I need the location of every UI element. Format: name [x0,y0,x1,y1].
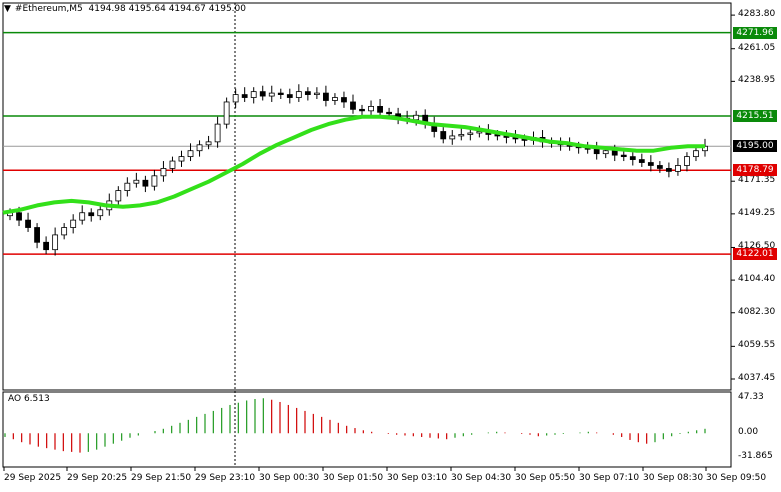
dropdown-triangle-icon[interactable]: ▼ [4,4,11,14]
candle-body [142,179,149,187]
price-tick-label: 4126.50 [738,241,776,252]
price-tick-label: 4261.05 [738,42,776,53]
time-tick-label: 30 Sep 01:50 [323,473,384,483]
chart-header: ▼ #Ethereum,M5 4194.98 4195.64 4194.67 41… [4,4,246,14]
time-tick-label: 30 Sep 03:10 [387,473,448,483]
candle-body [440,131,447,140]
candle-body [250,91,257,98]
time-tick-label: 30 Sep 07:10 [579,473,640,483]
candle-body [332,97,338,101]
candle-body [61,227,68,236]
level-label-4: 4122.01 [733,248,777,261]
current-price-label: 4195.00 [733,140,777,153]
candle-body [70,219,77,228]
candle-body [359,108,365,112]
indicator-pane-border [2,391,732,468]
indicator-tick-label: 0.00 [738,427,759,438]
indicator-tick-label: -31.865 [738,451,773,461]
time-tick-label: 29 Sep 21:50 [131,473,192,483]
price-tick-label: 4238.95 [738,75,776,86]
candle-body [16,212,22,221]
price-tick-label: 4104.40 [738,274,776,285]
candle-body [313,92,320,95]
candle-body [187,150,194,158]
candle-body [277,92,284,95]
time-tick-label: 30 Sep 04:30 [451,473,512,483]
candle-body [169,160,176,169]
candle-body [160,168,167,177]
candle-body [286,94,293,98]
time-tick-label: 30 Sep 00:30 [259,473,320,483]
level-label-3: 4178.79 [733,164,777,177]
candle-body [196,144,203,152]
time-tick-label: 29 Sep 23:10 [195,473,256,483]
candle-body [350,101,356,110]
candle-body [241,94,248,98]
candle-body [323,92,329,101]
price-tick-label: 4283.80 [738,9,776,20]
candle-body [629,156,636,160]
level-label-2: 4215.51 [733,109,777,122]
candle-body [43,241,50,251]
candle-body [124,182,131,191]
candle-body [611,150,618,156]
candle-body [133,179,140,184]
candle-body [693,150,699,158]
candle-body [205,141,212,146]
price-tick-label: 4059.55 [738,340,776,351]
candle-body [684,156,690,166]
candle-body [638,159,645,163]
symbol-label: #Ethereum,M5 [14,4,83,14]
candle-body [647,162,654,166]
candle-body [34,227,40,243]
candle-body [602,150,609,155]
candle-body [665,168,672,172]
candle-body [223,101,230,125]
candle-body [259,91,266,97]
candle-body [413,114,420,121]
candle-body [151,175,158,187]
candle-body [178,156,185,162]
candle-body [368,105,374,112]
candle-body [304,91,311,95]
candle-body [656,165,663,169]
indicator-tick-label: 47.33 [738,392,764,402]
candle-body [214,123,221,143]
indicator-label: AO 6.513 [8,394,50,404]
candle-body [458,134,465,137]
candle-body [620,154,627,158]
candle-body [377,105,383,113]
candle-body [79,212,86,221]
time-tick-label: 30 Sep 09:50 [706,473,767,483]
candle-body [593,148,600,155]
candle-body [341,97,347,103]
level-label-1: 4271.96 [733,26,777,39]
price-tick-label: 4082.30 [738,306,776,317]
price-tick-label: 4171.35 [738,175,776,186]
candle-body [295,91,302,98]
ohlc-values: 4194.98 4195.64 4194.67 4195.00 [88,4,246,14]
moving-average-line [2,114,705,215]
time-tick-label: 29 Sep 2025 [4,473,62,483]
main-pane-border [2,2,732,391]
candle-body [268,92,275,97]
candle-body [232,94,239,103]
candle-body [467,132,474,135]
price-tick-label: 4037.45 [738,372,776,383]
price-tick-label: 4149.25 [738,207,776,218]
candle-body [97,209,104,217]
candle-body [52,234,59,251]
time-tick-label: 30 Sep 05:50 [515,473,576,483]
time-tick-label: 29 Sep 20:25 [67,473,128,483]
candle-body [115,190,122,202]
candle-body [386,111,392,115]
candle-body [25,219,31,228]
time-tick-label: 30 Sep 08:30 [643,473,704,483]
candle-body [675,165,681,172]
candle-body [88,212,95,217]
candle-body [449,135,456,140]
